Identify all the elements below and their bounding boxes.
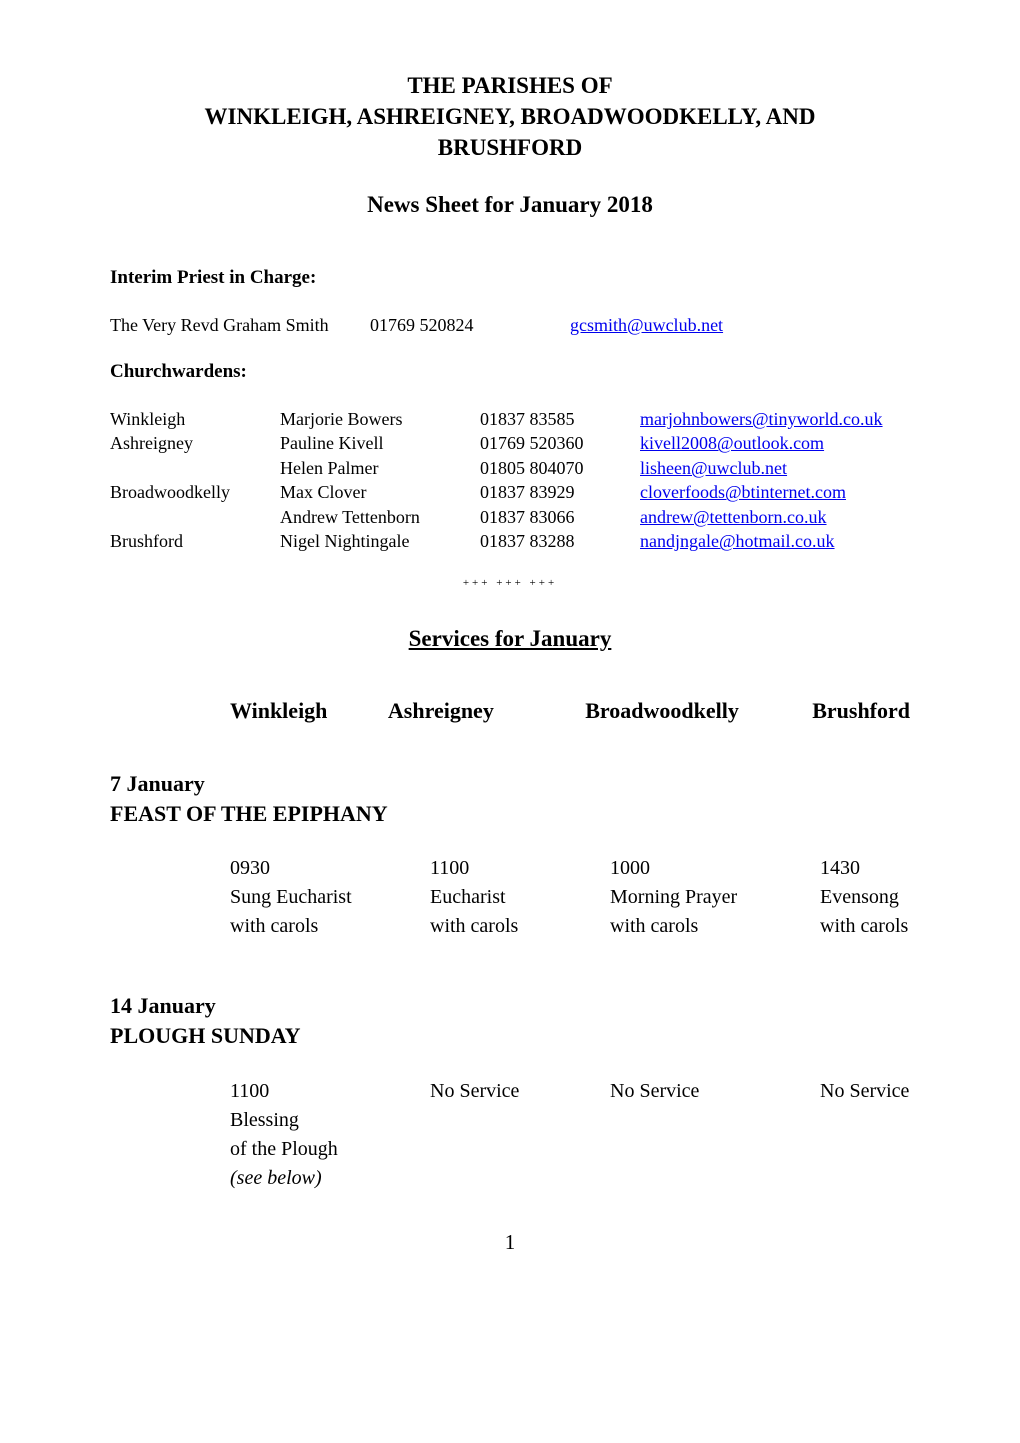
cw-parish: Broadwoodkelly — [110, 481, 280, 504]
services-heading: Services for January — [110, 625, 910, 654]
cw-parish — [110, 457, 280, 480]
svc-col-brushford: 1430 Evensong with carols — [820, 854, 910, 941]
cw-phone: 01837 83585 — [480, 408, 640, 431]
service-date: 7 January — [110, 769, 910, 799]
interim-name: The Very Revd Graham Smith — [110, 314, 370, 337]
svc-cell: No Service — [610, 1077, 820, 1106]
cw-name: Pauline Kivell — [280, 432, 480, 455]
svc-col-winkleigh: 1100 Blessing of the Plough (see below) — [230, 1077, 430, 1193]
cw-email-link[interactable]: andrew@tettenborn.co.uk — [640, 507, 827, 527]
svc-col-broadwoodkelly: No Service — [610, 1077, 820, 1193]
svc-col-ashreigney: 1100 Eucharist with carols — [430, 854, 610, 941]
cw-row: Broadwoodkelly Max Clover 01837 83929 cl… — [110, 481, 910, 504]
svc-cell: Evensong — [820, 883, 910, 912]
svc-cell-italic: (see below) — [230, 1164, 430, 1193]
svc-col-broadwoodkelly: 1000 Morning Prayer with carols — [610, 854, 820, 941]
svc-cell: Blessing — [230, 1106, 430, 1135]
cw-parish: Ashreigney — [110, 432, 280, 455]
svc-cell: 1100 — [230, 1077, 430, 1106]
cw-email-link[interactable]: kivell2008@outlook.com — [640, 433, 824, 453]
col-header-winkleigh: Winkleigh — [230, 697, 388, 725]
cw-row: Helen Palmer 01805 804070 lisheen@uwclub… — [110, 457, 910, 480]
interim-row: The Very Revd Graham Smith 01769 520824 … — [110, 314, 910, 337]
page-title-line-1: THE PARISHES OF — [110, 70, 910, 101]
service-date: 14 January — [110, 991, 910, 1021]
section-divider: +++ +++ +++ — [110, 577, 910, 591]
cw-phone: 01769 520360 — [480, 432, 640, 455]
cw-phone: 01805 804070 — [480, 457, 640, 480]
svc-cell: with carols — [230, 912, 430, 941]
cw-name: Helen Palmer — [280, 457, 480, 480]
service-date-block-2: 14 January PLOUGH SUNDAY — [110, 991, 910, 1050]
cw-email-link[interactable]: marjohnbowers@tinyworld.co.uk — [640, 409, 883, 429]
svc-cell: 1100 — [430, 854, 610, 883]
cw-parish: Brushford — [110, 530, 280, 553]
cw-name: Nigel Nightingale — [280, 530, 480, 553]
svc-cell: No Service — [820, 1077, 910, 1106]
svc-cell: Morning Prayer — [610, 883, 820, 912]
svc-col-brushford: No Service — [820, 1077, 910, 1193]
col-header-brushford: Brushford — [812, 697, 910, 725]
cw-phone: 01837 83066 — [480, 506, 640, 529]
cw-name: Andrew Tettenborn — [280, 506, 480, 529]
cw-row: Ashreigney Pauline Kivell 01769 520360 k… — [110, 432, 910, 455]
col-header-broadwoodkelly: Broadwoodkelly — [585, 697, 812, 725]
cw-name: Marjorie Bowers — [280, 408, 480, 431]
svc-col-winkleigh: 0930 Sung Eucharist with carols — [230, 854, 430, 941]
cw-email-link[interactable]: lisheen@uwclub.net — [640, 458, 787, 478]
svc-cell: with carols — [610, 912, 820, 941]
cw-row: Winkleigh Marjorie Bowers 01837 83585 ma… — [110, 408, 910, 431]
service-grid-2: 1100 Blessing of the Plough (see below) … — [110, 1077, 910, 1193]
svc-cell: No Service — [430, 1077, 610, 1106]
service-feast: PLOUGH SUNDAY — [110, 1021, 910, 1051]
svc-cell: Eucharist — [430, 883, 610, 912]
col-header-ashreigney: Ashreigney — [388, 697, 585, 725]
cw-phone: 01837 83929 — [480, 481, 640, 504]
cw-parish: Winkleigh — [110, 408, 280, 431]
page-title-line-2: WINKLEIGH, ASHREIGNEY, BROADWOODKELLY, A… — [110, 101, 910, 132]
svc-cell: 0930 — [230, 854, 430, 883]
cw-parish — [110, 506, 280, 529]
cw-email-link[interactable]: cloverfoods@btinternet.com — [640, 482, 846, 502]
interim-phone: 01769 520824 — [370, 314, 570, 337]
cw-phone: 01837 83288 — [480, 530, 640, 553]
svc-cell: with carols — [430, 912, 610, 941]
cw-email-link[interactable]: nandjngale@hotmail.co.uk — [640, 531, 835, 551]
svc-cell: Sung Eucharist — [230, 883, 430, 912]
svc-cell: of the Plough — [230, 1135, 430, 1164]
churchwardens-heading: Churchwardens: — [110, 360, 910, 384]
cw-name: Max Clover — [280, 481, 480, 504]
service-date-block-1: 7 January FEAST OF THE EPIPHANY — [110, 769, 910, 828]
cw-row: Andrew Tettenborn 01837 83066 andrew@tet… — [110, 506, 910, 529]
svc-col-ashreigney: No Service — [430, 1077, 610, 1193]
interim-email-link[interactable]: gcsmith@uwclub.net — [570, 315, 723, 335]
cw-row: Brushford Nigel Nightingale 01837 83288 … — [110, 530, 910, 553]
interim-heading: Interim Priest in Charge: — [110, 266, 910, 290]
svc-cell: 1430 — [820, 854, 910, 883]
page-subtitle: News Sheet for January 2018 — [110, 191, 910, 220]
page-title-line-3: BRUSHFORD — [110, 132, 910, 163]
svc-cell: 1000 — [610, 854, 820, 883]
service-grid-1: 0930 Sung Eucharist with carols 1100 Euc… — [110, 854, 910, 941]
services-header-row: Winkleigh Ashreigney Broadwoodkelly Brus… — [110, 697, 910, 725]
page-number: 1 — [110, 1229, 910, 1255]
service-feast: FEAST OF THE EPIPHANY — [110, 799, 910, 829]
svc-cell: with carols — [820, 912, 910, 941]
